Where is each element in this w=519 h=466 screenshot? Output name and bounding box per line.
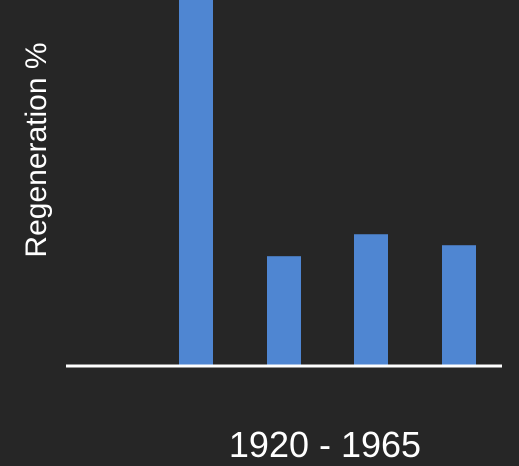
bar-1 <box>179 0 213 366</box>
bar-4 <box>442 245 476 366</box>
bar-group <box>179 0 476 366</box>
bar-2 <box>267 256 301 366</box>
bar-3 <box>354 234 388 366</box>
x-axis-label: 1920 - 1965 <box>229 424 421 465</box>
y-axis-label: Regeneration % <box>20 42 53 257</box>
